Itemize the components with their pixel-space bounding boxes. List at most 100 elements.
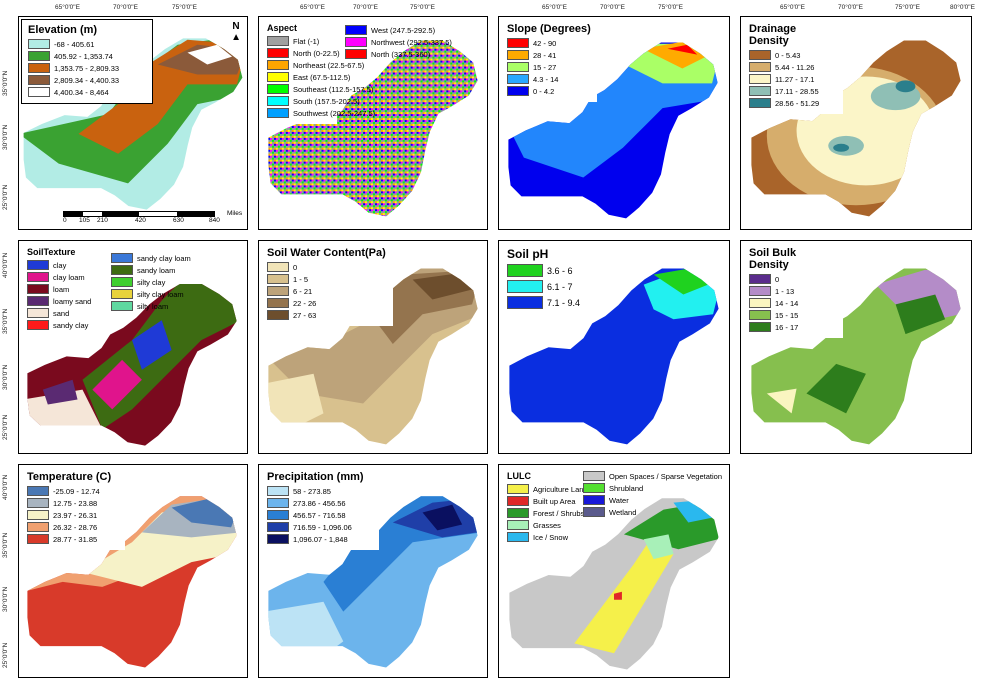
soilwater-panel: Soil Water Content(Pa) 0 1 - 5 6 - 21 22… bbox=[258, 240, 488, 454]
soilwater-legend: Soil Water Content(Pa) 0 1 - 5 6 - 21 22… bbox=[261, 243, 393, 326]
lon-label-65: 65°0'0"E bbox=[780, 4, 805, 11]
legend-label: 22 - 26 bbox=[293, 298, 317, 308]
legend-label: -68 - 405.61 bbox=[54, 39, 95, 49]
legend-label: 1 - 13 bbox=[775, 286, 795, 296]
lulc-legend-right: Open Spaces / Sparse Vegetation Shrublan… bbox=[577, 465, 722, 523]
legend-item: 58 - 273.85 bbox=[267, 486, 373, 496]
legend-item: 1,353.75 - 2,809.33 bbox=[28, 63, 146, 73]
legend-label: 16 - 17 bbox=[775, 322, 799, 332]
legend-label: Southeast (112.5-157.5) bbox=[293, 84, 374, 94]
legend-swatch bbox=[27, 260, 49, 270]
precipitation-title: Precipitation (mm) bbox=[267, 471, 364, 483]
legend-item: sandy loam bbox=[111, 265, 185, 275]
temperature-panel: Temperature (C) -25.09 - 12.74 12.75 - 2… bbox=[18, 464, 248, 678]
lat-label-25: 25°0'0"N bbox=[2, 184, 9, 210]
legend-item: 0 - 4.2 bbox=[507, 86, 591, 96]
legend-label: South (157.5-202.5) bbox=[293, 96, 360, 106]
legend-label: 28 - 41 bbox=[533, 50, 557, 60]
elevation-title: Elevation (m) bbox=[28, 24, 98, 36]
legend-label: 405.92 - 1,353.74 bbox=[54, 51, 113, 61]
scale-label: 105 bbox=[79, 217, 90, 224]
legend-item: Northwest (292.5-337.5) bbox=[345, 37, 452, 47]
legend-item: 0 - 5.43 bbox=[749, 50, 837, 60]
legend-swatch bbox=[27, 534, 49, 544]
legend-label: East (67.5-112.5) bbox=[293, 72, 351, 82]
legend-item: Southwest (202.5-247.5) bbox=[267, 108, 375, 118]
legend-label: 28.77 - 31.85 bbox=[53, 534, 98, 544]
lat-label-25: 25°0'0"N bbox=[2, 414, 9, 440]
legend-swatch bbox=[27, 272, 49, 282]
soiltexture-title: SoilTexture bbox=[27, 247, 76, 257]
legend-label: -25.09 - 12.74 bbox=[53, 486, 100, 496]
legend-swatch bbox=[267, 60, 289, 70]
legend-swatch bbox=[267, 522, 289, 532]
legend-item: 22 - 26 bbox=[267, 298, 387, 308]
legend-item: 5.44 - 11.26 bbox=[749, 62, 837, 72]
legend-label: sandy loam bbox=[137, 265, 176, 275]
legend-swatch bbox=[27, 320, 49, 330]
legend-item: North (337.5-360) bbox=[345, 49, 430, 59]
legend-swatch bbox=[267, 498, 289, 508]
lat-label-35: 35°0'0"N bbox=[2, 532, 9, 558]
legend-item: -68 - 405.61 bbox=[28, 39, 146, 49]
legend-item: Flat (-1) bbox=[267, 36, 331, 46]
legend-item: loam bbox=[27, 284, 99, 294]
legend-swatch bbox=[749, 50, 771, 60]
legend-label: 716.59 - 1,096.06 bbox=[293, 522, 352, 532]
lon-label-70: 70°0'0"E bbox=[600, 4, 625, 11]
soiltexture-legend-right: sandy clay loam sandy loam silty clay si… bbox=[105, 247, 191, 317]
legend-swatch bbox=[345, 37, 367, 47]
legend-item: 4,400.34 - 8,464 bbox=[28, 87, 146, 97]
legend-swatch bbox=[507, 50, 529, 60]
legend-item: Wetland bbox=[583, 507, 711, 517]
legend-swatch bbox=[749, 62, 771, 72]
legend-item: 42 - 90 bbox=[507, 38, 591, 48]
lon-label-75: 75°0'0"E bbox=[410, 4, 435, 11]
legend-item: loamy sand bbox=[27, 296, 99, 306]
legend-item: Water bbox=[583, 495, 711, 505]
lon-label-80: 80°0'0"E bbox=[950, 4, 975, 11]
legend-swatch bbox=[28, 87, 50, 97]
scale-label: 420 bbox=[135, 217, 146, 224]
aspect-legend-left: Aspect Flat (-1) North (0-22.5) Northeas… bbox=[261, 19, 375, 124]
legend-item: 12.75 - 23.88 bbox=[27, 498, 119, 508]
lon-label-75: 75°0'0"E bbox=[895, 4, 920, 11]
legend-swatch bbox=[27, 510, 49, 520]
lat-label-30: 30°0'0"N bbox=[2, 124, 9, 150]
legend-label: Ice / Snow bbox=[533, 532, 569, 542]
legend-item: Agriculture Land bbox=[507, 484, 588, 494]
legend-swatch bbox=[267, 84, 289, 94]
legend-swatch bbox=[507, 62, 529, 72]
legend-swatch bbox=[27, 308, 49, 318]
legend-item: 28 - 41 bbox=[507, 50, 591, 60]
legend-label: 0 - 4.2 bbox=[533, 86, 555, 96]
scale-unit: Miles bbox=[227, 210, 243, 217]
legend-swatch bbox=[111, 253, 133, 263]
legend-item: 405.92 - 1,353.74 bbox=[28, 51, 146, 61]
legend-swatch bbox=[267, 274, 289, 284]
legend-swatch bbox=[267, 310, 289, 320]
legend-item: 16 - 17 bbox=[749, 322, 837, 332]
legend-swatch bbox=[27, 486, 49, 496]
legend-swatch bbox=[749, 322, 771, 332]
legend-swatch bbox=[267, 96, 289, 106]
legend-label: 1 - 5 bbox=[293, 274, 309, 284]
scale-bar: 0 105 210 420 630 840 Miles bbox=[63, 210, 243, 226]
legend-label: sand bbox=[53, 308, 70, 318]
legend-label: Northeast (22.5-67.5) bbox=[293, 60, 365, 70]
legend-label: 3.6 - 6 bbox=[547, 265, 573, 276]
legend-swatch bbox=[27, 498, 49, 508]
legend-label: 15 - 27 bbox=[533, 62, 557, 72]
legend-label: 23.97 - 26.31 bbox=[53, 510, 98, 520]
legend-item: clay loam bbox=[27, 272, 99, 282]
legend-item: 0 bbox=[267, 262, 387, 272]
legend-swatch bbox=[267, 48, 289, 58]
legend-swatch bbox=[267, 72, 289, 82]
legend-label: North (337.5-360) bbox=[371, 49, 431, 59]
legend-label: 4.3 - 14 bbox=[533, 74, 559, 84]
legend-item: 716.59 - 1,096.06 bbox=[267, 522, 373, 532]
scale-label: 0 bbox=[63, 217, 67, 224]
legend-item: 23.97 - 26.31 bbox=[27, 510, 119, 520]
legend-label: Water bbox=[609, 495, 629, 505]
lon-label-70: 70°0'0"E bbox=[353, 4, 378, 11]
